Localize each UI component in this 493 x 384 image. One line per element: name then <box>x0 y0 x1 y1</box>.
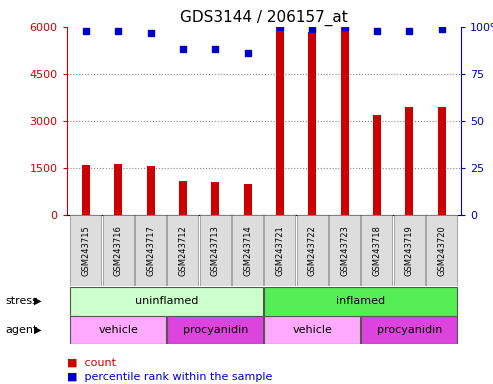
Bar <box>232 215 263 286</box>
Text: GSM243715: GSM243715 <box>81 225 90 276</box>
Bar <box>179 180 187 215</box>
Text: GSM243722: GSM243722 <box>308 225 317 276</box>
Text: GSM243717: GSM243717 <box>146 225 155 276</box>
Bar <box>244 184 251 215</box>
Bar <box>70 215 102 286</box>
Bar <box>329 215 360 286</box>
Bar <box>135 215 166 286</box>
Text: uninflamed: uninflamed <box>135 296 199 306</box>
Text: GSM243712: GSM243712 <box>178 225 187 276</box>
Bar <box>146 166 155 215</box>
Text: ■  percentile rank within the sample: ■ percentile rank within the sample <box>67 372 272 382</box>
Text: ▶: ▶ <box>34 296 41 306</box>
Bar <box>308 31 317 215</box>
Bar <box>82 165 90 215</box>
Text: GSM243723: GSM243723 <box>340 225 349 276</box>
Bar <box>264 316 360 344</box>
Bar <box>168 316 263 344</box>
Bar <box>211 182 219 215</box>
Bar <box>394 215 425 286</box>
Text: agent: agent <box>5 325 37 335</box>
Bar <box>373 115 381 215</box>
Bar <box>264 287 457 316</box>
Bar <box>114 164 122 215</box>
Bar <box>70 316 166 344</box>
Bar <box>168 215 199 286</box>
Title: GDS3144 / 206157_at: GDS3144 / 206157_at <box>180 9 348 25</box>
Bar <box>103 215 134 286</box>
Bar <box>276 27 284 215</box>
Text: procyanidin: procyanidin <box>377 325 442 335</box>
Bar <box>264 215 295 286</box>
Text: vehicle: vehicle <box>98 325 138 335</box>
Text: procyanidin: procyanidin <box>182 325 248 335</box>
Text: inflamed: inflamed <box>336 296 386 306</box>
Bar <box>361 316 457 344</box>
Text: ■  count: ■ count <box>67 358 115 368</box>
Text: GSM243718: GSM243718 <box>372 225 382 276</box>
Text: GSM243719: GSM243719 <box>405 225 414 276</box>
Bar <box>297 215 328 286</box>
Bar <box>341 27 349 215</box>
Bar <box>426 215 457 286</box>
Text: GSM243720: GSM243720 <box>437 225 446 276</box>
Bar <box>361 215 392 286</box>
Text: stress: stress <box>5 296 38 306</box>
Text: ▶: ▶ <box>34 325 41 335</box>
Bar <box>405 107 413 215</box>
Bar <box>70 287 263 316</box>
Bar <box>200 215 231 286</box>
Text: GSM243716: GSM243716 <box>114 225 123 276</box>
Text: GSM243713: GSM243713 <box>211 225 220 276</box>
Text: vehicle: vehicle <box>292 325 332 335</box>
Bar <box>437 107 446 215</box>
Text: GSM243714: GSM243714 <box>243 225 252 276</box>
Text: GSM243721: GSM243721 <box>276 225 284 276</box>
